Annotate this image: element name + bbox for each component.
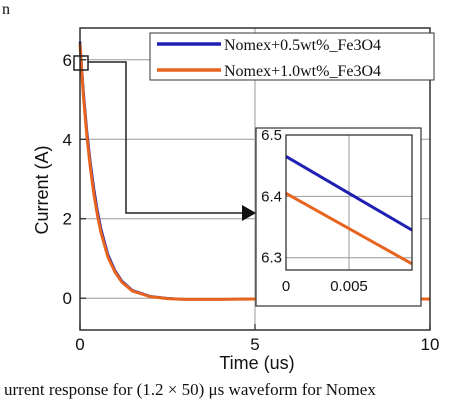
zoom-connector-line <box>88 61 246 214</box>
y-tick-label-0: 0 <box>63 289 72 308</box>
inset-y-tick-label-1: 6.4 <box>261 188 282 205</box>
x-tick-label-1: 5 <box>250 335 259 354</box>
legend-label-series-1: Nomex+0.5wt%_Fe3O4 <box>224 37 381 54</box>
main-lines <box>78 41 430 301</box>
figure-caption: urrent response for (1.2 × 50) μs wavefo… <box>4 380 376 399</box>
inset-y-tick-label-0: 6.3 <box>261 250 282 267</box>
inset-series-line-1 <box>285 155 413 232</box>
y-tick-label-2: 4 <box>63 130 72 149</box>
y-axis-label: Current (A) <box>32 145 52 234</box>
inset-y-tick-label-2: 6.5 <box>261 127 282 144</box>
inset-series-line-2 <box>285 191 413 266</box>
inset-tick-labels: 0 0.005 6.3 6.4 6.5 <box>261 127 368 295</box>
inset-x-tick-label-1: 0.005 <box>330 278 368 295</box>
inset-x-tick-label-0: 0 <box>282 278 290 295</box>
legend: Nomex+0.5wt%_Fe3O4 Nomex+1.0wt%_Fe3O4 <box>149 32 435 81</box>
x-tick-label-2: 10 <box>421 335 440 354</box>
legend-box <box>149 32 435 81</box>
y-tick-label-3: 6 <box>63 51 72 70</box>
zoom-region-box <box>73 55 89 71</box>
y-tick-label-1: 2 <box>63 210 72 229</box>
x-tick-label-0: 0 <box>75 335 84 354</box>
zoom-arrow-head <box>242 205 256 221</box>
inset-plot-frame <box>285 134 413 271</box>
series-line-2 <box>78 43 430 301</box>
main-tick-labels: 0 5 10 0 2 4 6 <box>63 51 440 354</box>
inset-outer-frame <box>255 127 422 307</box>
legend-label-series-2: Nomex+1.0wt%_Fe3O4 <box>224 63 381 80</box>
inset-axes <box>285 134 413 271</box>
top-fragment-text: n <box>2 1 10 18</box>
x-axis-label: Time (us) <box>219 353 294 373</box>
inset-lines <box>285 155 413 266</box>
inset-chart: 0 0.005 6.3 6.4 6.5 <box>255 127 422 307</box>
